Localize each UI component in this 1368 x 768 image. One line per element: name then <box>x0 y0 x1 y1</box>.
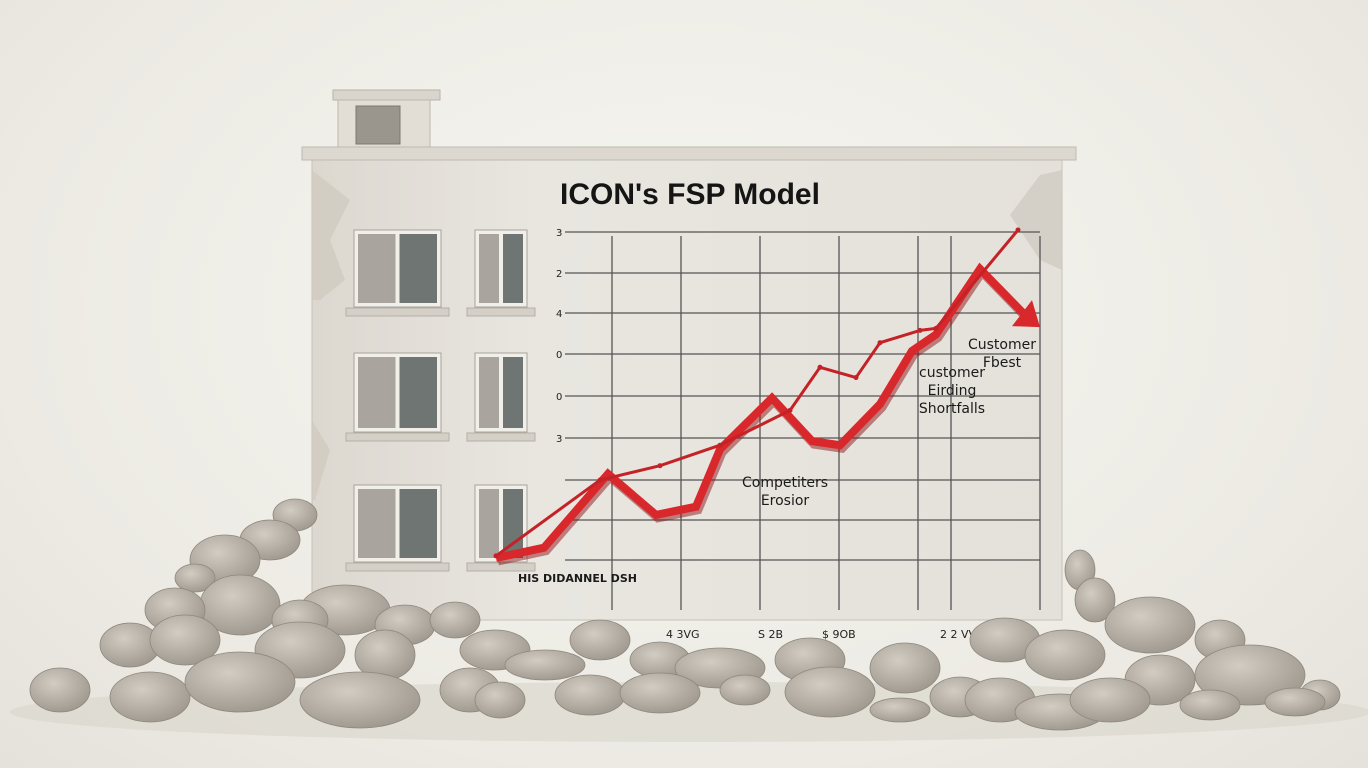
rock <box>1264 687 1326 717</box>
rock <box>109 671 191 723</box>
chart: ICON's FSP Model 3 2 4 0 0 3 4 3VG S 2B $ 9ОВ 2 2 … <box>493 178 1041 641</box>
window-pane <box>479 357 499 428</box>
annotation-label: Erosior <box>761 493 810 509</box>
window-sill <box>345 562 450 572</box>
rubble-pile <box>29 498 1341 731</box>
arrow-head-icon <box>1012 300 1040 328</box>
annotation-label: Customer <box>968 337 1036 353</box>
x-tick-label: 4 3VG <box>666 628 700 641</box>
annotation-label: Competiters <box>742 475 828 491</box>
rock <box>504 649 586 681</box>
rock <box>869 697 931 723</box>
chart-title: ICON's FSP Model <box>560 178 820 211</box>
rock <box>1074 577 1116 623</box>
data-point <box>717 442 723 448</box>
y-tick-label: 4 <box>556 309 562 320</box>
window-pane <box>358 357 396 428</box>
chimney-window <box>355 105 401 145</box>
rock <box>1194 644 1306 706</box>
y-tick-label: 2 <box>556 269 562 280</box>
rock <box>429 601 481 639</box>
rock <box>869 642 941 694</box>
data-point <box>787 407 793 413</box>
rock <box>784 666 876 718</box>
window-pane <box>399 489 437 558</box>
y-tick-label: 0 <box>556 392 562 403</box>
data-point <box>877 340 883 346</box>
rock <box>1024 629 1106 681</box>
window-sill <box>466 307 536 317</box>
window-sill <box>466 432 536 442</box>
window-pane <box>503 357 523 428</box>
x-tick-label: 2 2 VV <box>940 628 977 641</box>
data-point <box>933 325 939 331</box>
rock <box>1069 677 1151 723</box>
window-pane <box>479 489 499 558</box>
rock <box>569 619 631 661</box>
x-tick-label: $ 9ОВ <box>822 628 856 641</box>
rock <box>29 667 91 713</box>
rock <box>184 651 296 713</box>
annotation-label: Shortfalls <box>919 401 985 417</box>
data-point <box>493 553 499 559</box>
window-sill <box>345 307 450 317</box>
data-point <box>817 364 823 370</box>
data-point <box>853 375 859 381</box>
window-pane <box>479 234 499 303</box>
rock <box>174 563 216 593</box>
rock <box>554 674 626 716</box>
rock <box>619 672 701 714</box>
rock <box>149 614 221 666</box>
roof-ledge <box>301 146 1077 161</box>
chimney-cap <box>332 89 441 101</box>
annotation-label: HIS DIDANNEL DSH <box>518 572 637 585</box>
x-tick-label: S 2B <box>758 628 783 641</box>
y-tick-label: 3 <box>556 228 562 239</box>
window-pane <box>399 234 437 303</box>
y-tick-label: 3 <box>556 434 562 445</box>
trend-line-main <box>495 262 1033 562</box>
data-point <box>917 327 923 333</box>
rock <box>299 671 421 729</box>
y-tick-label: 0 <box>556 350 562 361</box>
annotation-label: customer <box>919 365 985 381</box>
data-point <box>1015 227 1021 233</box>
windows <box>345 229 536 572</box>
rock <box>1104 596 1196 654</box>
window-pane <box>358 234 396 303</box>
window-pane <box>399 357 437 428</box>
data-point <box>657 463 663 469</box>
annotation-label: Fbest <box>983 355 1022 371</box>
rock <box>474 681 526 719</box>
building <box>301 89 1077 621</box>
window-pane <box>503 234 523 303</box>
window-sill <box>345 432 450 442</box>
window-pane <box>358 489 396 558</box>
data-point <box>597 477 603 483</box>
rock <box>719 674 771 706</box>
annotation-label: Eirding <box>928 383 977 399</box>
rock <box>1179 689 1241 721</box>
